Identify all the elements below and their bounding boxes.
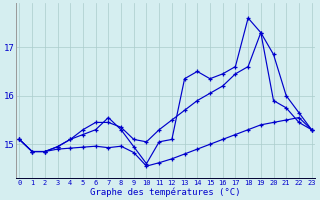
X-axis label: Graphe des températures (°C): Graphe des températures (°C) <box>90 187 241 197</box>
